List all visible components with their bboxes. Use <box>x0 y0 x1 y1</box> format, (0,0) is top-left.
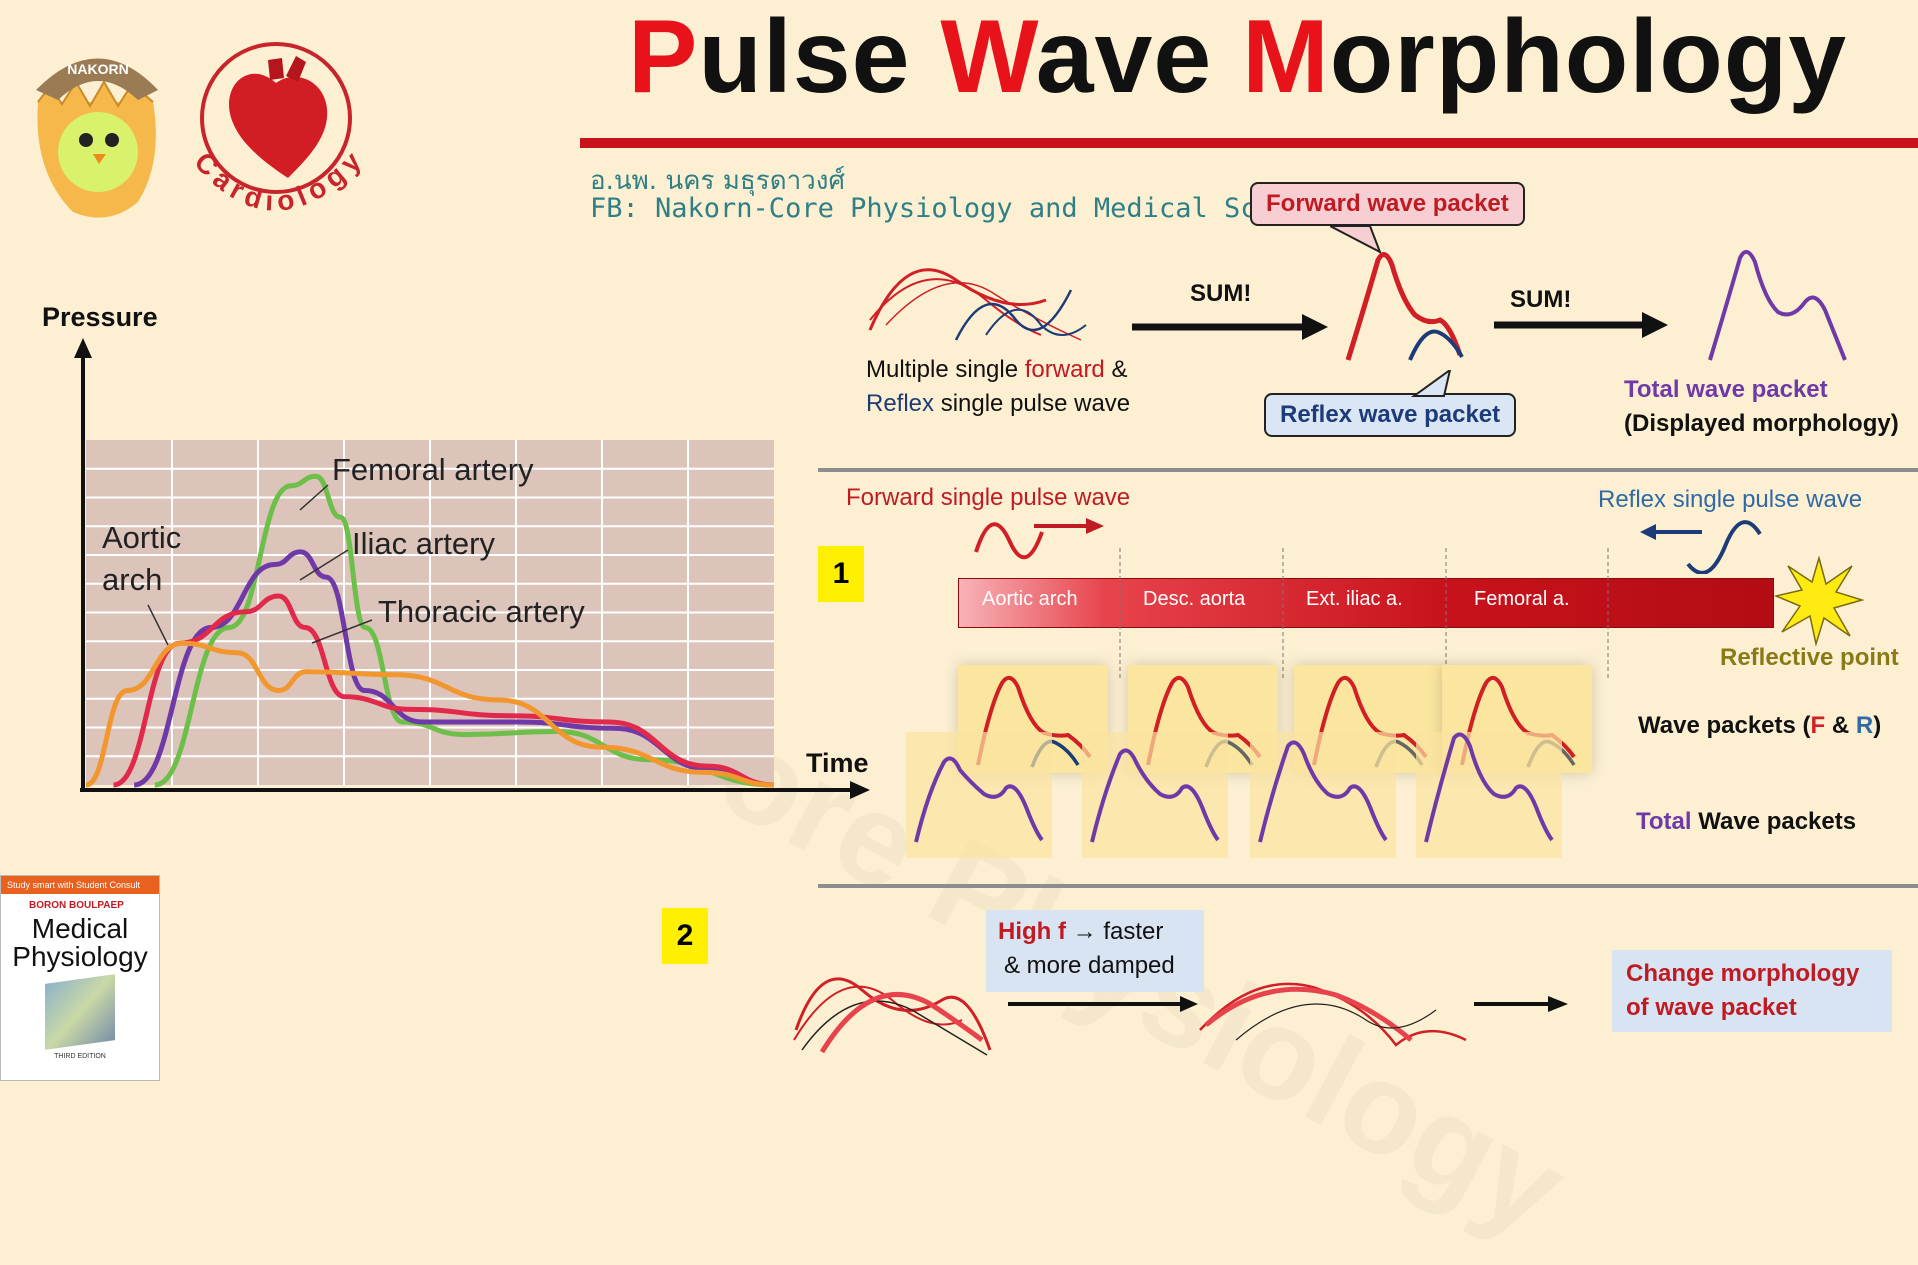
reflective-point-burst <box>1774 556 1864 646</box>
chart-ylabel: Pressure <box>42 302 158 332</box>
sum-arrow-2 <box>1494 312 1668 338</box>
series-line-femoral-artery <box>154 473 775 788</box>
forward-callout-pointer <box>1330 226 1382 255</box>
displayed-morphology-label: (Displayed morphology) <box>1624 410 1899 437</box>
reflex-wave-packet-callout: Reflex wave packet <box>1264 393 1517 437</box>
total-wave-packet-graphic <box>1090 748 1220 843</box>
sum-label-1: SUM! <box>1190 280 1252 307</box>
author-name: อ.นพ. นคร มธุรดาวงศ์ <box>590 166 845 196</box>
series-line-thoracic-artery <box>112 593 775 788</box>
sum-arrow-1 <box>1132 314 1328 340</box>
facebook-page: FB: Nakorn-Core Physiology and Medical S… <box>590 193 1338 224</box>
segment-desc-aorta: Desc. aorta <box>1143 588 1246 610</box>
book-title-2: Physiology <box>12 941 148 972</box>
series-line-aortic-arch <box>85 640 775 788</box>
femoral-artery-label: Femoral artery <box>332 452 534 487</box>
total-wave-packet-graphic <box>914 756 1044 843</box>
wave-packets-fr-label: Wave packets (F & R) <box>1638 712 1882 739</box>
total-wave-packet-card <box>906 732 1052 858</box>
total-wave-packet-graphic <box>1258 740 1388 843</box>
total-wave-packet-label: Total wave packet <box>1624 376 1828 403</box>
cardiology-logo: Cardiology <box>188 42 365 217</box>
aortic-arch-label-line1: Aortic <box>102 520 182 555</box>
reflex-single-pulse-label: Reflex single pulse wave <box>1598 486 1863 513</box>
section-1-badge: 1 <box>818 546 864 602</box>
x-axis-arrow <box>850 781 870 799</box>
book-edition: THIRD EDITION <box>54 1053 106 1060</box>
reflex-single-wave-icon <box>1640 520 1762 574</box>
iliac-artery-label: Iliac artery <box>352 526 495 561</box>
reflective-point-label: Reflective point <box>1720 644 1899 671</box>
sum-label-2: SUM! <box>1510 286 1572 313</box>
high-f-line2: & more damped <box>1004 952 1175 979</box>
book-top-strip: Study smart with Student Consult <box>1 876 159 894</box>
pressure-time-chart <box>74 338 870 799</box>
segment-aortic-arch: Aortic arch <box>982 588 1078 610</box>
page-title: Pulse Wave Morphology <box>628 0 1848 115</box>
book-title-1: Medical <box>31 913 129 944</box>
total-packet-illustration <box>1708 250 1847 361</box>
y-axis-arrow <box>74 338 92 358</box>
total-wave-packet-card <box>1082 732 1228 858</box>
aortic-arch-label-line2: arch <box>102 562 163 597</box>
high-freq-waves-illustration <box>793 977 992 1056</box>
iliac-leader <box>299 549 349 581</box>
artery-segment-dividers <box>1119 548 1609 678</box>
multiple-waves-label: Multiple single forward & <box>866 356 1128 383</box>
total-wave-packets-label: Total Wave packets <box>1636 808 1857 835</box>
chart-xlabel: Time <box>806 748 869 778</box>
book-authors: BORON BOULPAEP <box>29 900 124 911</box>
change-arrow <box>1474 996 1568 1012</box>
title-underline <box>580 138 1918 148</box>
reflex-waves-label: Reflex single pulse wave <box>866 390 1131 417</box>
forward-single-pulse-label: Forward single pulse wave <box>846 484 1131 511</box>
high-f-box <box>986 910 1204 992</box>
segment-femoral: Femoral a. <box>1474 588 1570 610</box>
multiple-waves-illustration <box>868 268 1087 341</box>
medical-physiology-book-cover: Study smart with Student Consult BORON B… <box>0 875 160 1081</box>
change-morphology-line1: Change morphology <box>1626 960 1860 987</box>
total-wave-packet-graphic <box>1424 732 1554 843</box>
forward-wave-packet-callout: Forward wave packet <box>1250 182 1525 226</box>
divider-bottom <box>818 884 1918 888</box>
artery-bar <box>958 578 1774 628</box>
chart-series <box>85 473 775 788</box>
forward-single-wave-icon <box>974 518 1104 560</box>
change-morphology-box <box>1612 950 1892 1032</box>
thoracic-artery-label: Thoracic artery <box>378 594 585 629</box>
femoral-leader <box>299 484 329 511</box>
nakorn-logo: NAKORN <box>36 58 158 218</box>
reflex-callout-pointer <box>1410 370 1452 397</box>
total-wave-packet-card <box>1250 732 1396 858</box>
change-morphology-line2: of wave packet <box>1626 994 1797 1021</box>
summed-packet-illustration <box>1345 252 1464 361</box>
segment-ext-iliac: Ext. iliac a. <box>1306 588 1403 610</box>
nakorn-logo-text: NAKORN <box>67 61 128 77</box>
divider-top <box>818 468 1918 472</box>
total-wave-packet-card <box>1416 732 1562 858</box>
damped-waves-illustration <box>1199 982 1467 1047</box>
section-2-badge: 2 <box>662 908 708 964</box>
series-line-iliac-artery <box>133 549 775 788</box>
aortic-leader <box>147 604 169 646</box>
book-cube-art <box>45 974 115 1050</box>
damping-arrow <box>1008 996 1198 1012</box>
thoracic-leader <box>311 619 373 644</box>
high-f-line1: High f → faster <box>998 918 1164 945</box>
